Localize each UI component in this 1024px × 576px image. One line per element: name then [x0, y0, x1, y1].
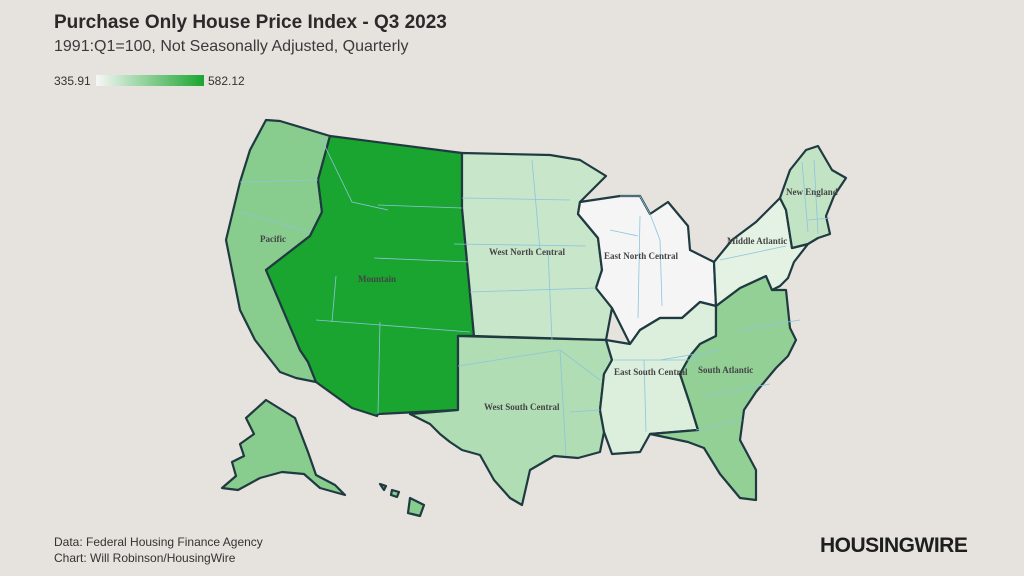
housingwire-logo: HOUSINGWIRE [820, 534, 968, 557]
region-hawaii[interactable] [378, 482, 426, 518]
source-data-line: Data: Federal Housing Finance Agency [54, 535, 263, 549]
region-new-england[interactable] [778, 144, 848, 250]
legend-max-value: 582.12 [208, 74, 245, 88]
source-credits: Data: Federal Housing Finance Agency Cha… [54, 534, 263, 566]
label-west-south-central: West South Central [484, 402, 560, 412]
label-east-south-central: East South Central [614, 367, 688, 377]
legend-min-value: 335.91 [54, 74, 91, 88]
label-west-north-central: West North Central [489, 247, 565, 257]
region-middle-atlantic[interactable] [712, 196, 810, 308]
label-south-atlantic: South Atlantic [698, 365, 753, 375]
map-title: Purchase Only House Price Index - Q3 202… [54, 12, 447, 33]
region-south-atlantic[interactable] [648, 274, 798, 502]
label-pacific: Pacific [260, 234, 286, 244]
label-mountain: Mountain [358, 274, 396, 284]
label-middle-atlantic: Middle Atlantic [727, 236, 787, 246]
legend-gradient-bar [96, 75, 204, 86]
label-new-england: New England [786, 187, 838, 197]
region-alaska[interactable] [220, 398, 347, 497]
map-subtitle: 1991:Q1=100, Not Seasonally Adjusted, Qu… [54, 38, 409, 55]
source-chart-line: Chart: Will Robinson/HousingWire [54, 551, 236, 565]
label-east-north-central: East North Central [604, 251, 678, 261]
state-boundaries [239, 135, 831, 457]
